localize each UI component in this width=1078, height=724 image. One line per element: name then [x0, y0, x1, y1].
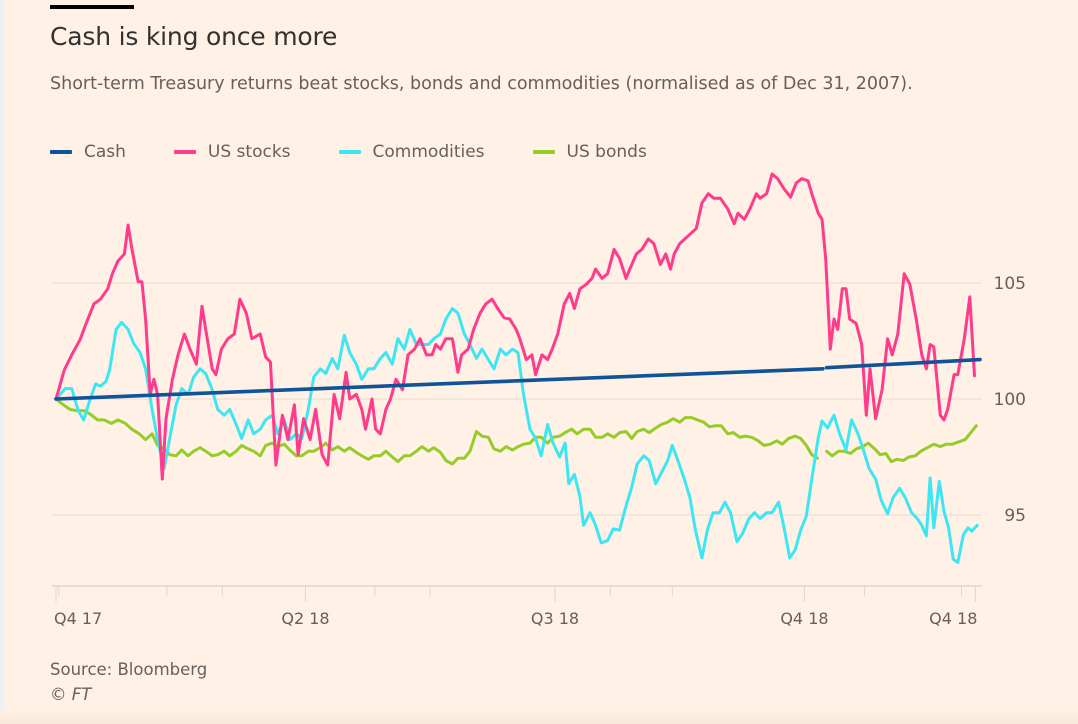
source-note: Source: Bloomberg [50, 660, 208, 679]
x-tick-label: Q3 18 [531, 609, 579, 628]
legend-item-cash: Cash [50, 142, 126, 162]
y-tick-label-105: 105 [994, 274, 1026, 294]
left-edge-strip [0, 0, 4, 724]
legend-label-us-bonds: US bonds [566, 142, 647, 162]
x-axis: Q4 17 Q2 18 Q3 18 Q4 18 Q4 18 [52, 585, 982, 628]
legend-item-commodities: Commodities [338, 142, 485, 162]
x-tick-label: Q4 17 [54, 609, 102, 628]
chart-title: Cash is king once more [50, 22, 338, 51]
legend-item-us-stocks: US stocks [173, 142, 291, 162]
title-accent-rule [50, 5, 134, 9]
us-bonds-line [825, 424, 978, 464]
cash-line [54, 367, 825, 401]
bottom-fade [0, 710, 1078, 724]
cash-line [824, 357, 982, 370]
legend-swatch-us-stocks [173, 150, 196, 154]
legend-swatch-commodities [338, 150, 361, 154]
gridlines [52, 282, 982, 516]
legend: Cash US stocks Commodities US bonds [50, 142, 695, 162]
copyright-note: © FT [50, 685, 92, 704]
legend-label-cash: Cash [84, 142, 126, 162]
legend-label-commodities: Commodities [372, 142, 485, 162]
chart-subtitle: Short-term Treasury returns beat stocks,… [50, 74, 913, 94]
y-tick-label-95: 95 [1004, 506, 1026, 526]
legend-swatch-cash [50, 150, 72, 154]
x-tick-label: Q2 18 [281, 609, 329, 628]
legend-item-us-bonds: US bonds [532, 142, 647, 162]
legend-label-us-stocks: US stocks [207, 142, 291, 162]
commodities-line [54, 307, 979, 565]
x-tick-label: Q4 18 [780, 609, 828, 628]
y-tick-label-100: 100 [994, 390, 1026, 410]
legend-swatch-us-bonds [532, 150, 555, 154]
us-bonds-line [54, 397, 819, 466]
x-tick-label: Q4 18 [929, 609, 977, 628]
series-lines [54, 172, 982, 565]
us-stocks-line [54, 172, 976, 481]
y-axis-ticks: 95 100 105 [994, 274, 1026, 526]
